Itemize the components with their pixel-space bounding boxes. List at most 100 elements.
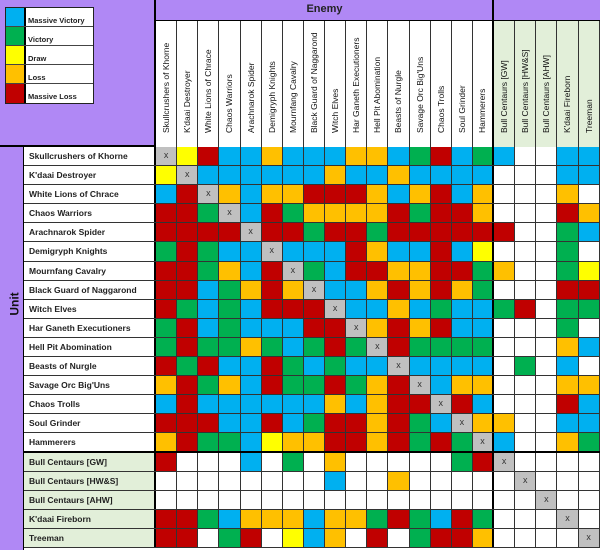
matchup-cell (367, 433, 389, 451)
matchup-cell (156, 337, 178, 357)
table-row: Bull Centaurs [GW] (24, 452, 600, 472)
matchup-cell (198, 261, 220, 280)
matchup-cell (557, 147, 579, 166)
matchup-cell (367, 242, 389, 261)
matchup-cell (325, 414, 347, 433)
matchup-cell (430, 490, 452, 509)
matchup-cell (346, 433, 368, 451)
matchup-cell (557, 414, 579, 433)
matchup-cell (557, 242, 579, 261)
matchup-cell (388, 337, 410, 357)
matchup-cell (282, 185, 304, 204)
matchup-cell (451, 528, 473, 547)
matchup-cell (177, 490, 199, 509)
matchup-cell (578, 357, 600, 376)
matchup-cell (261, 147, 283, 166)
matchup-cell (536, 452, 558, 471)
matchup-cell (240, 509, 262, 528)
matchup-cell (325, 452, 347, 471)
matchup-cell (451, 471, 473, 490)
matchup-cell (578, 452, 600, 471)
table-row: Hell Pit Abomination (24, 337, 600, 358)
column-header-label: K'daai Destroyer (182, 70, 193, 133)
matchup-cell (494, 414, 516, 433)
matchup-cell (472, 357, 494, 376)
matchup-cell (557, 452, 579, 471)
matchup-cell (325, 242, 347, 261)
matchup-cell (409, 223, 431, 242)
matchup-cell (578, 433, 600, 451)
matchup-cell (325, 433, 347, 451)
matchup-cell (451, 166, 473, 185)
matchup-cell (430, 452, 452, 471)
row-label: Bull Centaurs [AHW] (24, 490, 156, 509)
matchup-cell (557, 318, 579, 337)
table-row: Demigryph Knights (24, 242, 600, 262)
matchup-cell (240, 223, 262, 242)
row-label: K'daai Fireborn (24, 509, 156, 528)
column-header-label: Hell Pit Abomination (372, 56, 383, 133)
column-header: Hammerers (472, 21, 494, 147)
matchup-cell (515, 376, 537, 395)
matchup-cell (557, 376, 579, 395)
matchup-cell (346, 414, 368, 433)
matchup-cell (536, 185, 558, 204)
matchup-cell (367, 376, 389, 395)
matchup-cell (578, 395, 600, 414)
matchup-cell (282, 395, 304, 414)
matchup-cell (536, 261, 558, 280)
matchup-cell (303, 414, 325, 433)
column-header-label: Arachnarok Spider (245, 62, 256, 133)
matchup-cell (578, 204, 600, 223)
column-header: Soul Grinder (451, 21, 473, 147)
row-label: Chaos Warriors (24, 204, 156, 223)
matchup-cell (472, 528, 494, 547)
column-header-label: Chaos Warriors (224, 74, 235, 133)
matchup-cell (472, 147, 494, 166)
matchup-cell (240, 204, 262, 223)
column-headers: Skullcrushers of Khorne K'daai Destroyer W… (156, 21, 600, 147)
matchup-cell (578, 337, 600, 357)
enemy-title: Enemy (306, 3, 343, 15)
matchup-cell (515, 185, 537, 204)
column-header: Skullcrushers of Khorne (156, 21, 178, 147)
matchup-cell (261, 337, 283, 357)
matchup-cell (156, 528, 178, 547)
matchup-cell (325, 337, 347, 357)
matchup-cell (557, 185, 579, 204)
column-header: Savage Orc Big'Uns (409, 21, 431, 147)
matchup-cell (472, 299, 494, 318)
matchup-cell (261, 204, 283, 223)
matchup-cell (261, 299, 283, 318)
matchup-cell (409, 395, 431, 414)
matchup-cell (177, 452, 199, 471)
table-row: Skullcrushers of Khorne (24, 147, 600, 167)
row-label: Har Ganeth Executioners (24, 318, 156, 337)
matchup-cell (409, 452, 431, 471)
matchup-cell (325, 509, 347, 528)
column-header-label: Witch Elves (330, 88, 341, 133)
column-header-label: Black Guard of Naggarond (308, 32, 319, 133)
matchup-cell (240, 395, 262, 414)
matchup-cell (219, 185, 241, 204)
matchup-cell (177, 376, 199, 395)
matchup-cell (177, 433, 199, 451)
matchup-cell (156, 318, 178, 337)
matchup-cell (156, 471, 178, 490)
matchup-cell (472, 223, 494, 242)
matchup-cell (536, 395, 558, 414)
matchup-cell (219, 471, 241, 490)
matchup-cell (219, 490, 241, 509)
matchup-cell (282, 204, 304, 223)
matchup-cell (303, 433, 325, 451)
matchup-cell (515, 280, 537, 299)
row-label: Hell Pit Abomination (24, 337, 156, 357)
matchup-cell (494, 147, 516, 166)
matchup-cell (515, 337, 537, 357)
matchup-cell (430, 280, 452, 299)
matchup-cell (261, 242, 283, 261)
matchup-cell (578, 414, 600, 433)
table-row: Savage Orc Big'Uns (24, 376, 600, 396)
matchup-cell (325, 528, 347, 547)
matchup-cell (430, 223, 452, 242)
